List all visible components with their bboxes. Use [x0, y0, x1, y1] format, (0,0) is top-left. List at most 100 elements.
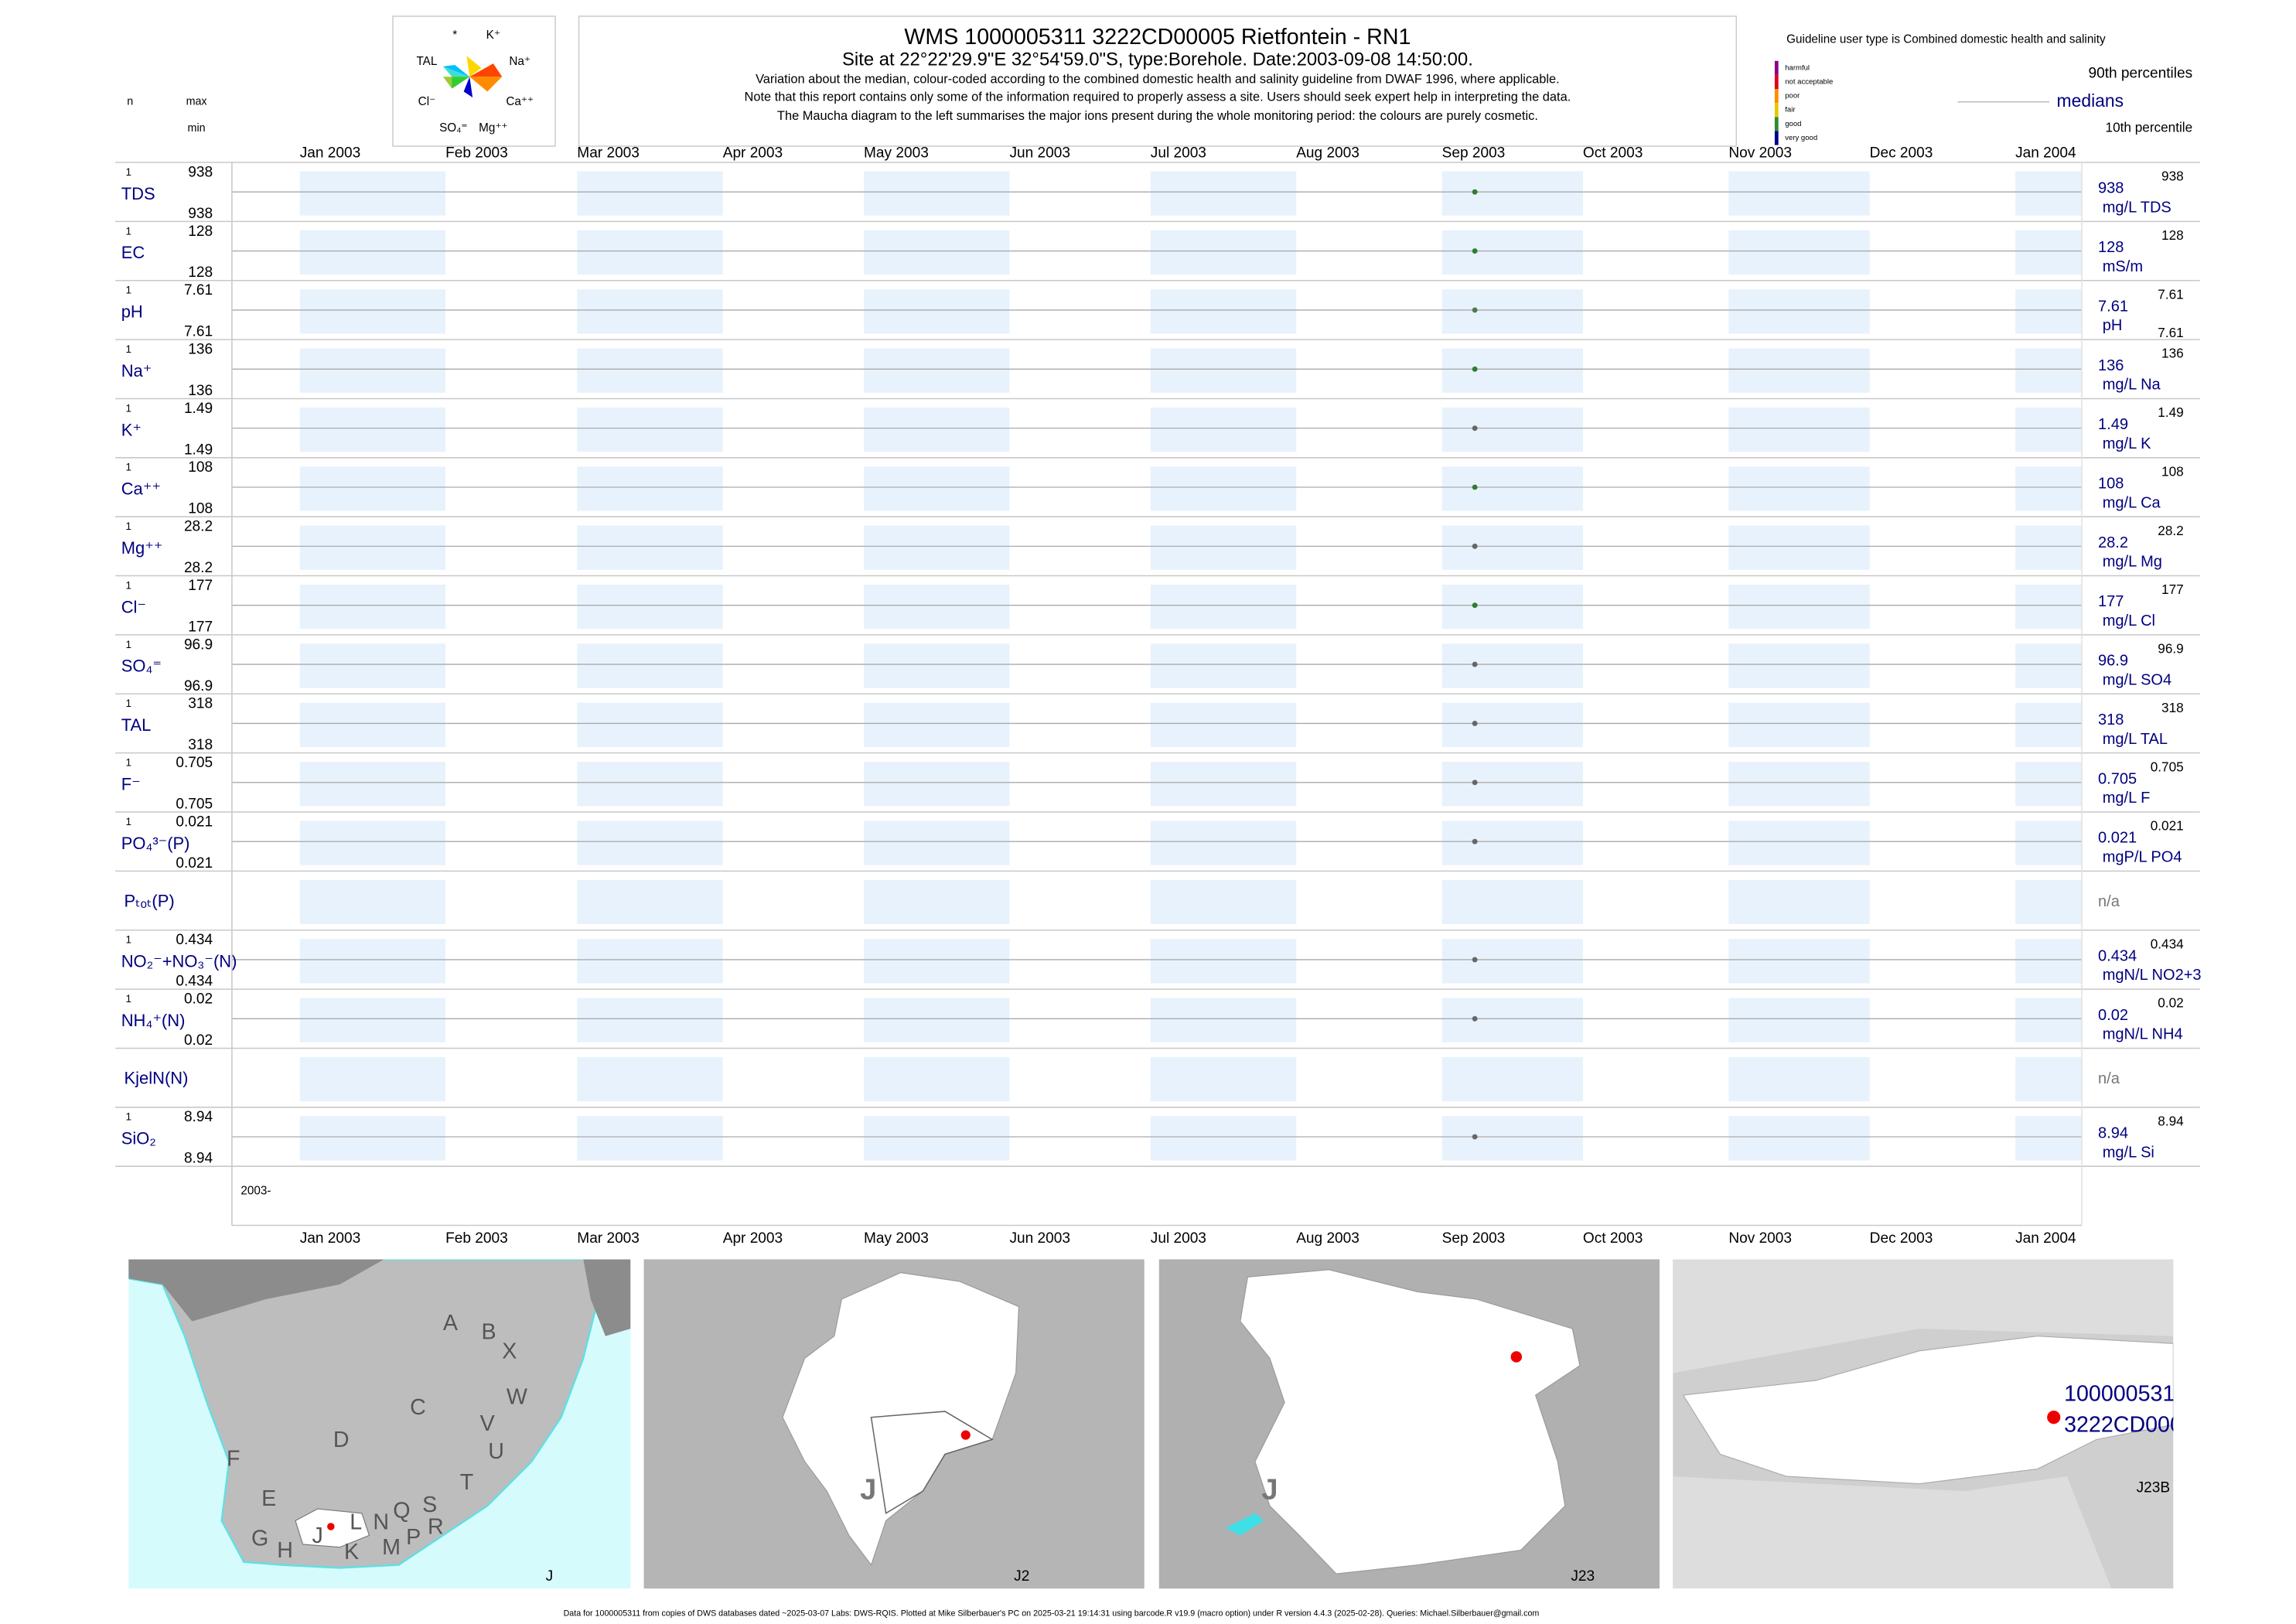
- median-value: 128: [2098, 239, 2124, 256]
- month-band: [864, 466, 1010, 511]
- unit: mg/L Ca: [2103, 494, 2161, 511]
- month-band: [2015, 998, 2082, 1042]
- month-band: [299, 525, 446, 570]
- parameter-label: TAL: [121, 715, 152, 735]
- month-band: [1728, 702, 1870, 747]
- region-letter: B: [482, 1319, 496, 1344]
- month-band: [1441, 171, 1583, 216]
- month-band: [1150, 998, 1297, 1042]
- month-band: [1150, 407, 1297, 452]
- legend-class: very good: [1785, 134, 1817, 142]
- month-band: [2015, 525, 2082, 570]
- min-value: 28.2: [184, 560, 213, 576]
- unit: mgN/L NH4: [2103, 1026, 2183, 1043]
- month-band: [2015, 1116, 2082, 1161]
- unit: mg/L TAL: [2103, 731, 2168, 748]
- parameter-label: TDS: [121, 184, 155, 203]
- region-letter: M: [382, 1535, 401, 1560]
- month-band: [2015, 939, 2082, 984]
- map-panel: 1000005311 3222CD00005 J23B: [1673, 1259, 2185, 1589]
- month-band: [1150, 762, 1297, 807]
- month-band: [2015, 171, 2082, 216]
- region-letter: L: [350, 1510, 362, 1535]
- p90-value: 318: [2161, 700, 2184, 715]
- site-marker: [327, 1523, 335, 1530]
- catchment-label: J: [1261, 1472, 1278, 1506]
- month-band: [577, 939, 723, 984]
- month-band: [2015, 466, 2082, 511]
- land: [128, 1259, 607, 1569]
- month-band: [1441, 348, 1583, 393]
- month-band: [299, 171, 446, 216]
- month-band: [864, 230, 1010, 275]
- data-point: [1472, 307, 1478, 313]
- min-value: 318: [188, 737, 213, 753]
- legend-class: not acceptable: [1785, 77, 1833, 86]
- min-value: 108: [188, 501, 213, 517]
- month-band: [864, 762, 1010, 807]
- count: 1: [125, 816, 131, 827]
- month-band: [1728, 230, 1870, 275]
- month-band: [577, 643, 723, 688]
- month-band: [299, 998, 446, 1042]
- month-band: [1150, 1116, 1297, 1161]
- month-band: [299, 585, 446, 629]
- data-point: [1472, 721, 1478, 726]
- x-tick-label: Dec 2003: [1870, 145, 1933, 162]
- median-value: 0.021: [2098, 830, 2137, 847]
- max-value: 177: [188, 578, 213, 594]
- month-band: [577, 585, 723, 629]
- max-value: 0.705: [176, 755, 213, 771]
- maucha-label: Ca⁺⁺: [506, 95, 534, 108]
- legend-color: [1774, 103, 1779, 118]
- data-point: [1472, 957, 1478, 963]
- month-band: [1441, 230, 1583, 275]
- min-value: 0.02: [184, 1032, 213, 1049]
- x-tick-label: Jan 2004: [2015, 145, 2076, 162]
- p10-value: 7.61: [2158, 325, 2183, 340]
- max-value: 318: [188, 696, 213, 712]
- maucha-petal: [466, 56, 482, 77]
- count: 1: [125, 1111, 131, 1123]
- region-letter: G: [251, 1527, 268, 1551]
- month-band: [2015, 585, 2082, 629]
- median-value: 96.9: [2098, 653, 2128, 670]
- x-tick-label: Mar 2003: [577, 145, 640, 162]
- count: 1: [125, 757, 131, 769]
- parameter-label: Cl⁻: [121, 597, 146, 616]
- map-panel: J J23: [1158, 1259, 1660, 1589]
- month-band: [1441, 821, 1583, 865]
- map-label: J2: [1014, 1568, 1029, 1585]
- maucha-petal: [442, 65, 470, 77]
- month-band: [1728, 879, 1870, 925]
- map-label: J23B: [2137, 1479, 2171, 1496]
- parameter-label: EC: [121, 243, 145, 262]
- month-band: [2015, 230, 2082, 275]
- station-label: 1000005311: [2064, 1382, 2185, 1407]
- maucha-label: Na⁺: [509, 55, 531, 68]
- region-letter: H: [277, 1538, 293, 1563]
- month-band: [577, 348, 723, 393]
- month-band: [2015, 407, 2082, 452]
- month-band: [1728, 939, 1870, 984]
- neighbour-catchment: [1673, 1259, 2174, 1373]
- legend-color: [1774, 131, 1779, 145]
- month-band: [1728, 407, 1870, 452]
- x-tick-label: Mar 2003: [577, 1230, 640, 1247]
- region-letter: K: [344, 1540, 359, 1564]
- data-point: [1472, 1134, 1478, 1140]
- month-band: [299, 289, 446, 334]
- column-header: n: [127, 96, 133, 108]
- month-band: [1150, 466, 1297, 511]
- unit: mg/L Cl: [2103, 612, 2155, 629]
- data-point: [1472, 602, 1478, 609]
- p90-value: 0.021: [2151, 818, 2184, 834]
- month-band: [1728, 466, 1870, 511]
- month-band: [1441, 643, 1583, 688]
- month-band: [577, 1116, 723, 1161]
- x-tick-label: Jul 2003: [1151, 145, 1206, 162]
- legend-p90: 90th percentiles: [2088, 66, 2192, 82]
- max-value: 128: [188, 223, 213, 240]
- count: 1: [125, 462, 131, 473]
